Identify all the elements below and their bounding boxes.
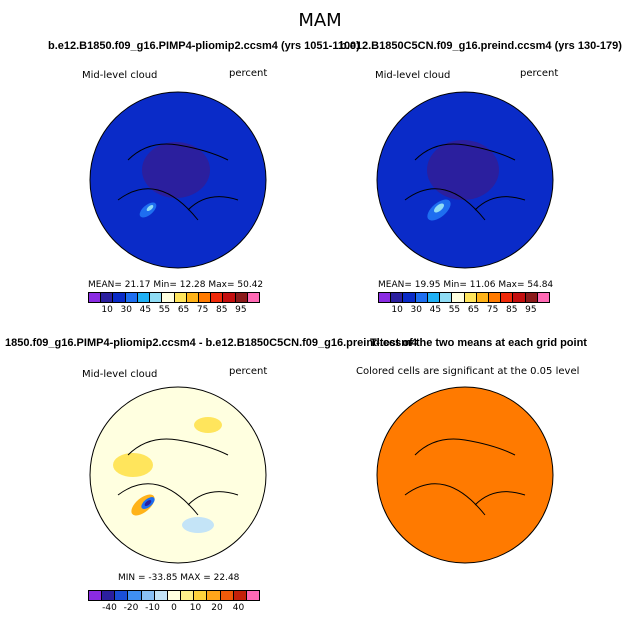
colorbar-swatch [427, 293, 441, 302]
colorbar-tick-label: 55 [448, 305, 461, 315]
colorbar-tick-label: 75 [486, 305, 499, 315]
colorbar-swatch [452, 293, 465, 302]
panel-4-note: Colored cells are significant at the 0.0… [356, 366, 580, 377]
colorbar-swatch [379, 293, 392, 302]
colorbar-swatch [476, 293, 489, 302]
colorbar-swatch [115, 591, 129, 600]
panel-3-polar-map [89, 386, 267, 564]
panel-4-polar-map [376, 386, 554, 564]
colorbar-tick-label: 95 [235, 305, 247, 315]
colorbar-swatch [211, 293, 224, 302]
colorbar-swatch [501, 293, 514, 302]
colorbar-swatch [150, 293, 163, 302]
colorbar-swatch [137, 293, 151, 302]
panel-2-colorbar [378, 292, 550, 303]
colorbar-swatch [125, 293, 138, 302]
panel-1-colorbar-ticks: 10 30 45 55 65 75 85 95 [88, 305, 260, 317]
colorbar-swatch [235, 293, 248, 302]
colorbar-swatch [194, 591, 208, 600]
colorbar-tick-label: 55 [158, 305, 171, 315]
colorbar-swatch [113, 293, 126, 302]
panel-3-title: 1850.f09_g16.PIMP4-pliomip2.ccsm4 - b.e1… [5, 337, 418, 349]
colorbar-swatch [220, 591, 234, 600]
colorbar-swatch [128, 591, 142, 600]
colorbar-swatch [102, 591, 116, 600]
panel-3-colorbar [88, 590, 260, 601]
colorbar-swatch [162, 293, 175, 302]
colorbar-tick-label: 10 [189, 603, 202, 613]
colorbar-swatch [174, 293, 187, 302]
colorbar-tick-label: 45 [139, 305, 152, 315]
colorbar-swatch [464, 293, 477, 302]
colorbar-swatch [186, 293, 199, 302]
colorbar-swatch [233, 591, 247, 600]
colorbar-swatch [391, 293, 404, 302]
panel-1-title: b.e12.B1850.f09_g16.PIMP4-pliomip2.ccsm4… [48, 40, 360, 52]
panel-3-variable-label: Mid-level cloud [82, 369, 158, 380]
colorbar-swatch [525, 293, 538, 302]
panel-2-colorbar-ticks: 10 30 45 55 65 75 85 95 [378, 305, 550, 317]
colorbar-swatch [537, 293, 550, 302]
colorbar-tick-label: -20 [123, 603, 139, 613]
colorbar-tick-label: -10 [145, 603, 160, 613]
colorbar-tick-label: 30 [410, 305, 422, 315]
colorbar-swatch [415, 293, 428, 302]
colorbar-swatch [440, 293, 453, 302]
colorbar-swatch [101, 293, 114, 302]
colorbar-swatch [246, 591, 260, 600]
colorbar-swatch [198, 293, 212, 302]
colorbar-tick-label: 40 [232, 603, 245, 613]
colorbar-swatch [247, 293, 260, 302]
colorbar-swatch [89, 293, 102, 302]
colorbar-swatch [223, 293, 236, 302]
colorbar-tick-label: 85 [506, 305, 518, 315]
colorbar-tick-label: 45 [429, 305, 442, 315]
colorbar-swatch [141, 591, 155, 600]
colorbar-swatch [181, 591, 195, 600]
colorbar-tick-label: 85 [216, 305, 228, 315]
panel-3-stats: MIN = -33.85 MAX = 22.48 [118, 573, 240, 583]
panel-1-stats: MEAN= 21.17 Min= 12.28 Max= 50.42 [88, 280, 264, 290]
colorbar-tick-label: 20 [211, 603, 223, 613]
panel-1-polar-map [89, 91, 267, 269]
colorbar-swatch [154, 591, 168, 600]
colorbar-tick-label: 10 [391, 305, 403, 315]
panel-4-title: T-test of the two means at each grid poi… [370, 337, 587, 349]
colorbar-tick-label: 95 [525, 305, 537, 315]
panel-2-units-label: percent [520, 68, 559, 79]
panel-1-units-label: percent [229, 68, 268, 79]
colorbar-swatch [488, 293, 502, 302]
panel-2-polar-map [376, 91, 554, 269]
colorbar-swatch [207, 591, 221, 600]
colorbar-tick-label: 10 [101, 305, 113, 315]
figure-title: MAM [298, 10, 342, 31]
colorbar-tick-label: 0 [171, 603, 177, 613]
panel-1-colorbar [88, 292, 260, 303]
colorbar-tick-label: 75 [196, 305, 209, 315]
panel-2-variable-label: Mid-level cloud [375, 70, 451, 81]
panel-2-title: b.e12.B1850C5CN.f09_g16.preind.ccsm4 (yr… [340, 40, 622, 52]
colorbar-tick-label: 30 [120, 305, 132, 315]
panel-2-stats: MEAN= 19.95 Min= 11.06 Max= 54.84 [378, 280, 554, 290]
panel-3-colorbar-ticks: -40 -20 -10 0 10 20 40 [88, 603, 260, 615]
colorbar-swatch [89, 591, 103, 600]
colorbar-tick-label: 65 [467, 305, 480, 315]
panel-1-variable-label: Mid-level cloud [82, 70, 158, 81]
panel-3-units-label: percent [229, 366, 268, 377]
colorbar-tick-label: 65 [177, 305, 190, 315]
colorbar-swatch [513, 293, 526, 302]
colorbar-swatch [167, 591, 182, 600]
colorbar-tick-label: -40 [102, 603, 117, 613]
colorbar-swatch [403, 293, 416, 302]
